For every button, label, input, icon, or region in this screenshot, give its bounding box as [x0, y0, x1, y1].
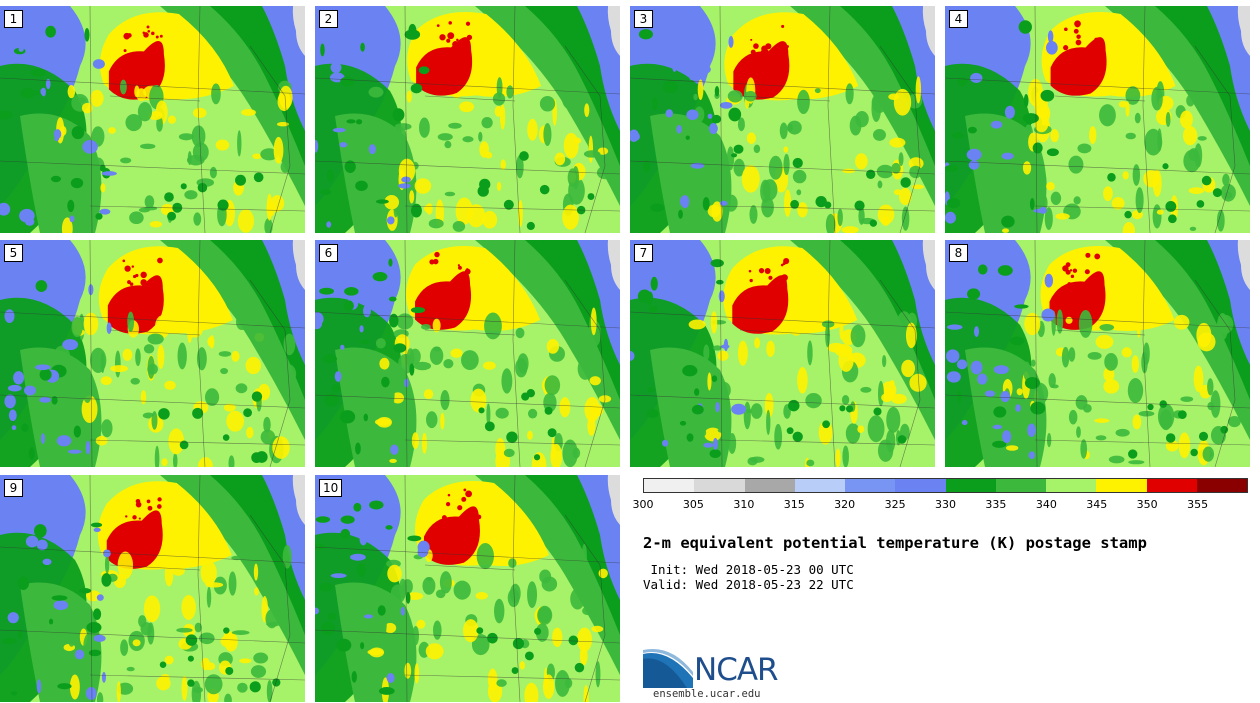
- theta-e-map: [315, 6, 620, 233]
- ensemble-member-panel-4: 4: [945, 6, 1250, 233]
- website-url[interactable]: ensemble.ucar.edu: [653, 688, 761, 700]
- theta-e-map: [315, 475, 620, 702]
- ensemble-member-panel-6: 6: [315, 240, 620, 467]
- panel-member-number: 4: [949, 10, 968, 28]
- panel-member-number: 5: [4, 244, 23, 262]
- colorbar-tick-label: 350: [1136, 498, 1158, 511]
- theta-e-map: [0, 240, 305, 467]
- panel-member-number: 7: [634, 244, 653, 262]
- panel-member-number: 6: [319, 244, 338, 262]
- theta-e-map: [0, 6, 305, 233]
- panel-member-number: 8: [949, 244, 968, 262]
- colorbar-tick-label: 335: [985, 498, 1007, 511]
- ncar-logo-text: NCAR: [694, 652, 779, 688]
- colorbar-tick-label: 320: [834, 498, 856, 511]
- colorbar-segment: [794, 479, 845, 492]
- theta-e-map: [945, 240, 1250, 467]
- ncar-logo-icon: [643, 648, 693, 688]
- colorbar-segment: [895, 479, 946, 492]
- ensemble-member-panel-5: 5: [0, 240, 305, 467]
- theta-e-map: [945, 6, 1250, 233]
- panel-member-number: 1: [4, 10, 23, 28]
- ensemble-member-panel-8: 8: [945, 240, 1250, 467]
- colorbar-segment: [1096, 479, 1147, 492]
- theta-e-map: [315, 240, 620, 467]
- colorbar-tick-label: 340: [1035, 498, 1057, 511]
- theta-e-map: [0, 475, 305, 702]
- colorbar-segment: [995, 479, 1046, 492]
- theta-e-map: [630, 240, 935, 467]
- colorbar-segment: [644, 479, 695, 492]
- colorbar-tick-label: 325: [884, 498, 906, 511]
- colorbar-tick-label: 315: [783, 498, 805, 511]
- ensemble-member-panel-2: 2: [315, 6, 620, 233]
- ensemble-member-panel-9: 9: [0, 475, 305, 702]
- panel-member-number: 9: [4, 479, 23, 497]
- colorbar-labels: 300 305 310 315 320 325 330 335 340 345 350 355: [633, 498, 1248, 512]
- panel-member-number: 3: [634, 10, 653, 28]
- colorbar-segment: [1196, 479, 1247, 492]
- colorbar-tick-label: 330: [935, 498, 956, 511]
- ensemble-member-panel-7: 7: [630, 240, 935, 467]
- colorbar-tick-label: 305: [682, 498, 704, 511]
- chart-title: 2-m equivalent potential temperature (K)…: [643, 534, 1147, 552]
- colorbar-segment: [845, 479, 896, 492]
- colorbar: [643, 478, 1248, 493]
- colorbar-segment: [1046, 479, 1097, 492]
- colorbar-segment: [744, 479, 795, 492]
- ensemble-member-panel-1: 1: [0, 6, 305, 233]
- colorbar-tick-label: 310: [733, 498, 755, 511]
- colorbar-tick-label: 345: [1086, 498, 1108, 511]
- valid-time: Valid: Wed 2018-05-23 22 UTC: [643, 577, 854, 592]
- colorbar-tick-label: 300: [632, 498, 654, 511]
- ensemble-member-panel-10: 10: [315, 475, 620, 702]
- colorbar-segment: [1146, 479, 1197, 492]
- theta-e-map: [630, 6, 935, 233]
- panel-member-number: 2: [319, 10, 338, 28]
- colorbar-segment: [694, 479, 745, 492]
- ensemble-member-panel-3: 3: [630, 6, 935, 233]
- colorbar-segment: [945, 479, 996, 492]
- colorbar-tick-label: 355: [1187, 498, 1209, 511]
- panel-member-number: 10: [319, 479, 343, 497]
- init-time: Init: Wed 2018-05-23 00 UTC: [643, 562, 854, 577]
